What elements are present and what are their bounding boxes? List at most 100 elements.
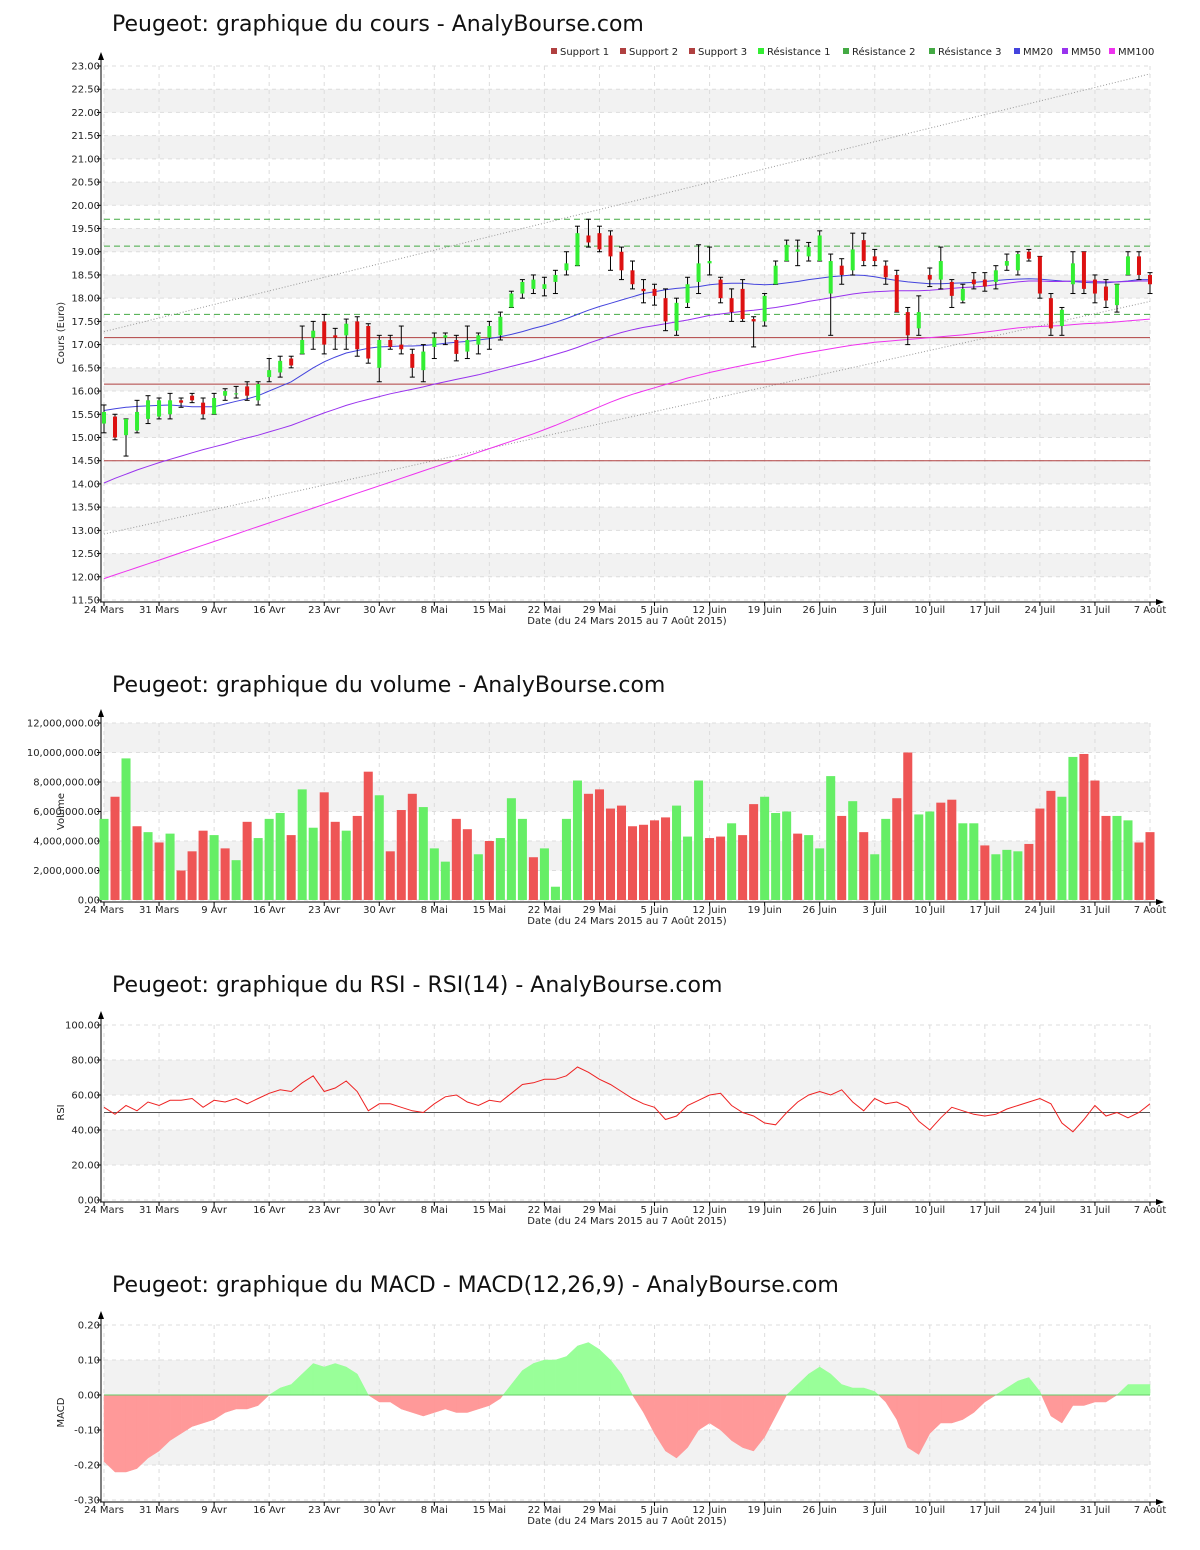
volume-bar <box>672 805 682 900</box>
candle-body <box>630 270 635 285</box>
volume-x-tick-label: 10 Juil <box>914 905 945 916</box>
legend-entry: Résistance 2 <box>852 46 915 58</box>
price-band <box>104 367 1150 392</box>
volume-x-tick-label: 22 Mai <box>528 905 561 916</box>
candle <box>839 258 845 285</box>
candle-body <box>707 261 712 264</box>
macd-negative-area <box>643 1394 655 1434</box>
candle-body <box>817 235 822 262</box>
price-y-tick-label: 23.00 <box>71 62 100 73</box>
candle <box>795 239 801 267</box>
volume-bar <box>132 826 142 900</box>
price-band <box>104 507 1150 531</box>
volume-bar <box>308 827 318 900</box>
macd-negative-area <box>379 1394 391 1403</box>
volume-bar <box>583 793 593 900</box>
candle <box>112 413 118 441</box>
candle <box>685 276 691 308</box>
volume-x-tick-label: 26 Juin <box>803 905 837 916</box>
volume-bar <box>650 820 660 900</box>
candle <box>442 332 448 346</box>
volume-bar <box>1123 820 1133 900</box>
legend-swatch <box>758 48 764 54</box>
volume-bar <box>892 798 902 900</box>
candle <box>497 311 503 341</box>
candle-body <box>1059 309 1064 327</box>
volume-x-arrow <box>1156 899 1164 905</box>
price-y-tick-label: 19.50 <box>71 224 100 235</box>
candle <box>145 395 151 425</box>
volume-x-tick-label: 15 Mai <box>473 905 506 916</box>
candle <box>354 316 360 357</box>
price-x-arrow <box>1156 599 1164 605</box>
volume-bar <box>286 835 296 900</box>
candle-body <box>982 279 987 287</box>
candle <box>574 225 580 267</box>
volume-x-tick-label: 7 Août <box>1134 904 1167 916</box>
legend-entry: Résistance 3 <box>938 46 1001 58</box>
candle <box>365 323 371 364</box>
price-y-tick-label: 12.00 <box>71 572 100 583</box>
candle-body <box>575 233 580 266</box>
candle-body <box>344 323 349 336</box>
candle <box>652 283 658 306</box>
candle-body <box>806 247 811 257</box>
candle <box>718 276 724 304</box>
volume-bar <box>793 833 803 900</box>
candle-body <box>289 358 294 366</box>
price-y-tick-label: 13.50 <box>71 503 100 514</box>
candle <box>134 399 140 434</box>
volume-bar <box>826 776 836 900</box>
volume-bar <box>661 817 671 900</box>
volume-x-tick-label: 30 Avr <box>363 905 396 916</box>
macd-positive-area <box>544 1359 556 1396</box>
candle-body <box>256 384 261 401</box>
volume-bar <box>187 851 197 900</box>
price-x-tick-label: 12 Juin <box>692 605 726 616</box>
volume-bar <box>694 780 704 900</box>
candle <box>233 385 239 399</box>
candle <box>464 325 470 360</box>
candle-body <box>905 312 910 336</box>
rsi-x-tick-label: 16 Avr <box>253 1205 286 1216</box>
volume-x-tick-label: 16 Avr <box>253 905 286 916</box>
macd-y-tick-label: -0.20 <box>74 1461 100 1472</box>
candle-body <box>157 400 162 417</box>
volume-bar <box>275 812 285 900</box>
rsi-y-tick-label: 80.00 <box>71 1056 100 1067</box>
rsi-x-tick-label: 10 Juil <box>914 1205 945 1216</box>
legend-swatch <box>843 48 849 54</box>
macd-x-tick-label: 10 Juil <box>914 1505 945 1516</box>
macd-y-tick-label: 0.00 <box>78 1391 100 1402</box>
macd-negative-area <box>213 1394 226 1420</box>
macd-positive-area <box>323 1363 336 1396</box>
price-y-tick-label: 21.00 <box>71 154 100 165</box>
candle <box>861 232 867 267</box>
legend-swatch <box>551 48 557 54</box>
candle <box>663 288 669 332</box>
volume-bar <box>517 818 527 900</box>
candle-body <box>773 265 778 285</box>
candle-body <box>245 386 250 396</box>
volume-bar <box>903 752 913 900</box>
volume-x-tick-label: 31 Mars <box>139 905 179 916</box>
candle <box>277 355 283 378</box>
price-band <box>104 182 1150 206</box>
price-band <box>104 89 1150 113</box>
volume-y-arrow <box>98 709 104 717</box>
rsi-plot: 0.00 20.00 40.00 60.00 80.00 100.00 24 Mars 31 … <box>56 1011 1166 1227</box>
volume-bar <box>253 838 263 900</box>
candle <box>453 334 459 362</box>
candle-body <box>311 330 316 338</box>
candle-body <box>498 316 503 336</box>
candle-body <box>729 298 734 313</box>
rsi-x-tick-label: 24 Mars <box>84 1205 124 1216</box>
macd-positive-area <box>533 1359 545 1396</box>
rsi-band <box>104 1130 1150 1165</box>
volume-bar <box>220 848 230 900</box>
price-y-tick-label: 16.50 <box>71 363 100 374</box>
candle-body <box>267 370 272 378</box>
candle <box>927 267 933 288</box>
candle-body <box>1004 261 1009 266</box>
rsi-x-tick-label: 17 Juil <box>969 1205 1000 1216</box>
